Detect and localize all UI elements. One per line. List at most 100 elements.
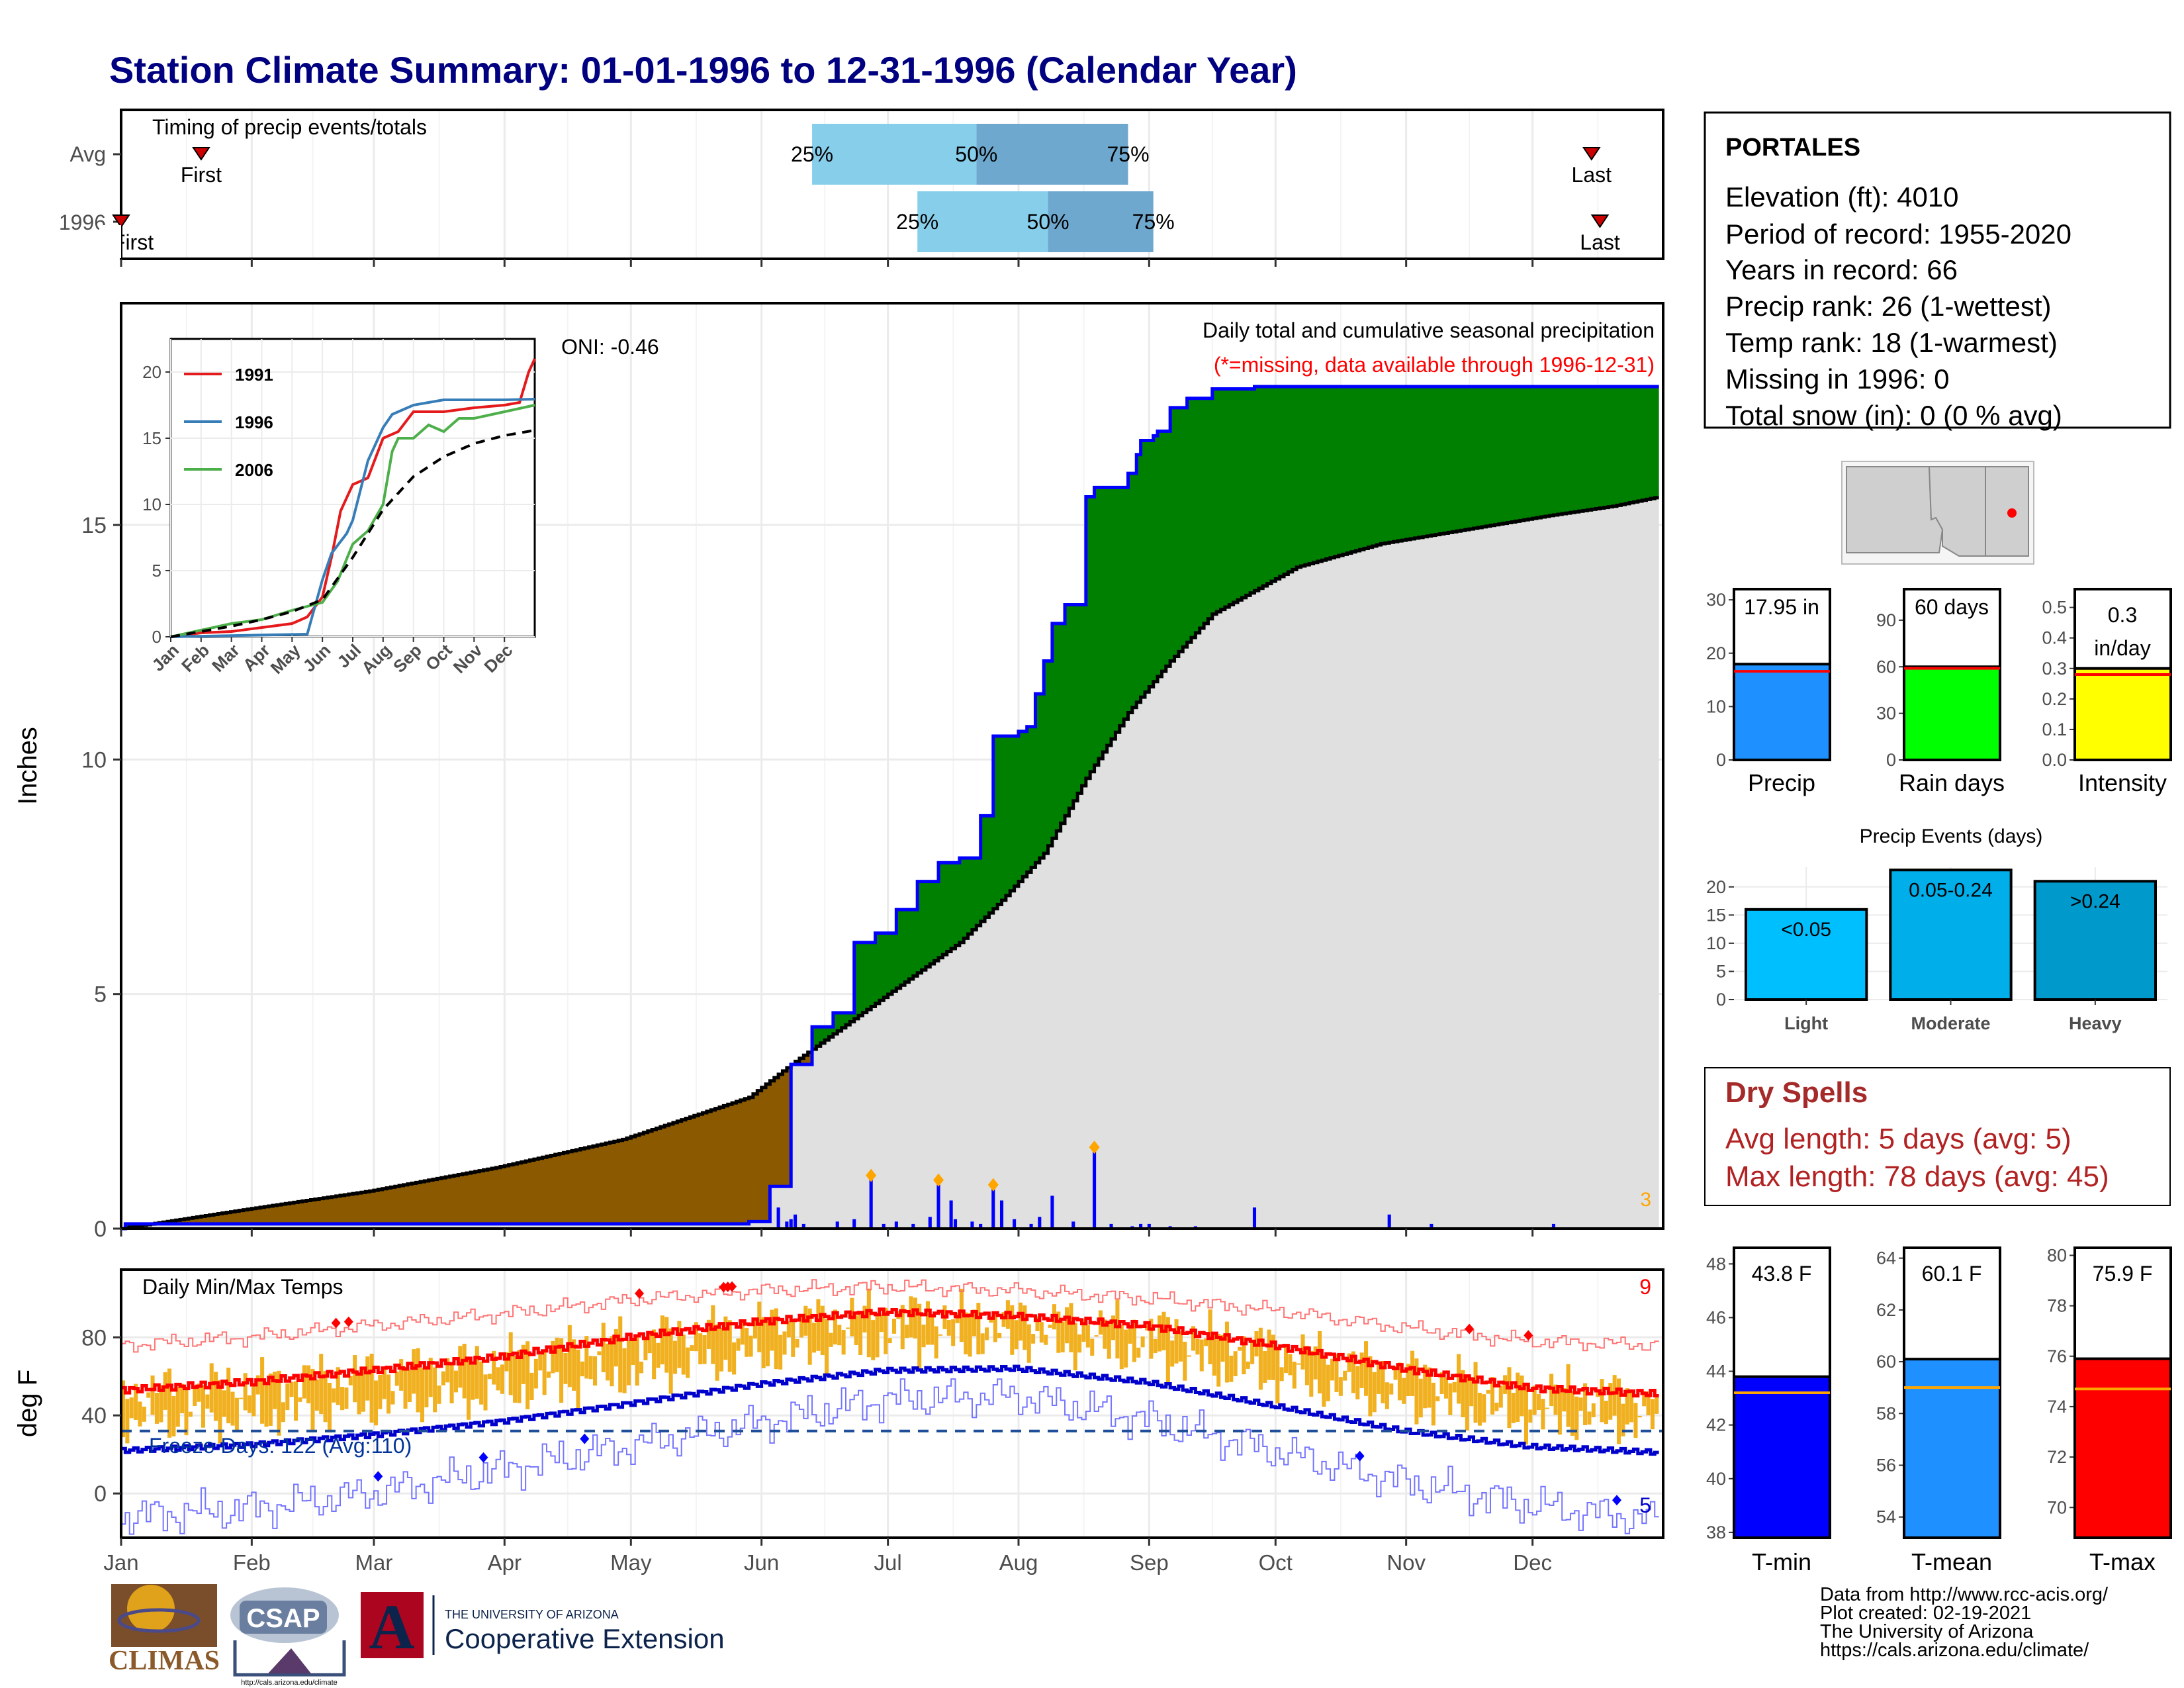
csap-logo-badge [240, 1601, 327, 1634]
daily-temp-bar [1503, 1375, 1508, 1394]
mini-bar-value-label-1: 60 days [1915, 595, 1989, 619]
daily-temp-bar [656, 1342, 660, 1368]
csap-logo-frame [233, 1640, 346, 1677]
daily-temp-bar [1566, 1364, 1570, 1427]
ua-logo-letter: A [369, 1591, 414, 1662]
daily-temp-bar [239, 1397, 244, 1399]
daily-temp-bar [812, 1323, 817, 1353]
daily-temp-bar [1317, 1331, 1322, 1394]
climas-logo: CLIMAS [109, 1584, 220, 1676]
daily-temp-bar [833, 1309, 837, 1345]
temp-bar-ytick-label-2: 70 [2047, 1497, 2067, 1517]
events-bar-label-moderate: 0.05-0.24 [1909, 879, 1993, 901]
temp-bar-value-label-2: 75.9 F [2093, 1262, 2153, 1286]
month-label-jul: Jul [874, 1550, 902, 1575]
inset-line-1991 [170, 358, 536, 638]
daily-temp-bar [1435, 1396, 1440, 1401]
mini-bar-xlabel-1: Rain days [1899, 769, 2005, 796]
temperature-bars: 38 40 42 44 46 48 43.8 F T-min 54 56 58 60 62 64 60.1 … [1706, 1245, 2172, 1575]
daily-temp-bar [921, 1325, 926, 1348]
events-bar-light [1745, 908, 1868, 1002]
record-high-marker [1465, 1323, 1475, 1335]
daily-temp-bar [1242, 1336, 1246, 1375]
daily-temp-bar [125, 1399, 130, 1444]
daily-temp-bar [1204, 1338, 1208, 1346]
timing-bar-q50-q75-row1 [1048, 191, 1154, 252]
daily-temp-bar [866, 1288, 871, 1358]
temp-bar-ytick-label-0: 38 [1706, 1523, 1726, 1542]
daily-temp-bar [428, 1358, 433, 1397]
daily-temp-bar [1014, 1320, 1019, 1350]
daily-temp-bar [134, 1383, 138, 1420]
events-ytick-label-20: 20 [1706, 877, 1726, 897]
avg-cumulative-area [121, 497, 1659, 1229]
footer-url: https://cals.arizona.edu/climate/ [1820, 1640, 2089, 1661]
daily-temp-bar [1010, 1305, 1015, 1355]
daily-precip-bar [801, 1223, 805, 1229]
daily-temp-bar [175, 1386, 180, 1427]
month-label-nov: Nov [1387, 1550, 1426, 1575]
daily-temp-bar [1044, 1335, 1048, 1345]
daily-temp-bar [1085, 1325, 1090, 1348]
record-high-marker [1524, 1330, 1533, 1341]
daily-temp-bar [264, 1385, 269, 1427]
daily-temp-bar [757, 1301, 762, 1352]
daily-temp-bar [1149, 1319, 1154, 1359]
daily-temp-bar [159, 1385, 163, 1423]
daily-temp-bar [588, 1356, 593, 1380]
daily-temp-bar [1545, 1407, 1549, 1409]
temp-bar-ytick-label-1: 58 [1876, 1403, 1896, 1423]
temp-bar-xlabel-t-max: T-max [2089, 1548, 2156, 1575]
daily-temp-bar [989, 1318, 993, 1323]
daily-temp-bar [1343, 1370, 1347, 1381]
daily-temp-bar [845, 1327, 850, 1329]
daily-precip-extreme-marker [866, 1168, 877, 1182]
station-location-marker [2007, 508, 2017, 518]
precip-deficit-area [154, 1067, 792, 1224]
temp-bar-xlabel-t-mean: T-mean [1911, 1548, 1992, 1575]
daily-temp-bar [719, 1328, 724, 1372]
daily-temp-bar [243, 1373, 248, 1411]
daily-temp-bar [770, 1309, 774, 1351]
daily-temp-bar [1199, 1339, 1204, 1372]
precip-ytick-label-5: 5 [94, 982, 107, 1008]
precip-surplus-area [812, 387, 1659, 1049]
daily-temp-bar [234, 1397, 239, 1431]
daily-temp-bar [222, 1390, 226, 1417]
temp-bar-ytick-label-1: 60 [1876, 1352, 1896, 1372]
daily-temp-bar [226, 1368, 231, 1424]
record-high-marker [343, 1316, 353, 1327]
daily-temp-bar [1005, 1300, 1010, 1329]
dry-spells-avg: Avg length: 5 days (avg: 5) [1725, 1123, 2071, 1155]
daily-temp-bar [1381, 1361, 1385, 1403]
timing-bar-q25-q50-row0 [812, 124, 977, 185]
daily-temp-bar [1578, 1397, 1583, 1411]
daily-temp-bar [854, 1315, 858, 1345]
daily-temp-bar [121, 1380, 126, 1438]
daily-temp-bar [1482, 1394, 1486, 1423]
daily-temp-bar [934, 1326, 938, 1359]
daily-temp-bar [795, 1339, 799, 1348]
daily-temp-bar [1023, 1305, 1027, 1350]
daily-temp-bar [1103, 1319, 1107, 1349]
mini-bar-ytick-label-1: 0 [1886, 750, 1896, 770]
daily-temp-bar [761, 1317, 766, 1369]
mini-bar-value-label-2: 0.3 [2108, 603, 2137, 627]
daily-temp-bar [294, 1381, 298, 1421]
daily-temp-bar [706, 1319, 711, 1349]
daily-temp-bar [993, 1314, 997, 1342]
daily-temp-bar [150, 1375, 155, 1415]
daily-temp-bar [1018, 1302, 1023, 1341]
daily-temp-bar [1187, 1355, 1191, 1357]
daily-temp-bar [930, 1316, 934, 1345]
daily-temp-bar [946, 1320, 951, 1336]
month-label-jan: Jan [103, 1550, 138, 1575]
daily-temp-bar [1060, 1321, 1065, 1352]
daily-temp-bar [652, 1329, 657, 1380]
daily-temp-bar [677, 1321, 682, 1368]
daily-temp-bar [467, 1356, 471, 1420]
daily-temp-bar [1115, 1299, 1120, 1359]
daily-precip-bar [1038, 1217, 1042, 1229]
mini-bar-ytick-label-0: 0 [1716, 750, 1726, 770]
daily-temp-bar [471, 1364, 475, 1400]
